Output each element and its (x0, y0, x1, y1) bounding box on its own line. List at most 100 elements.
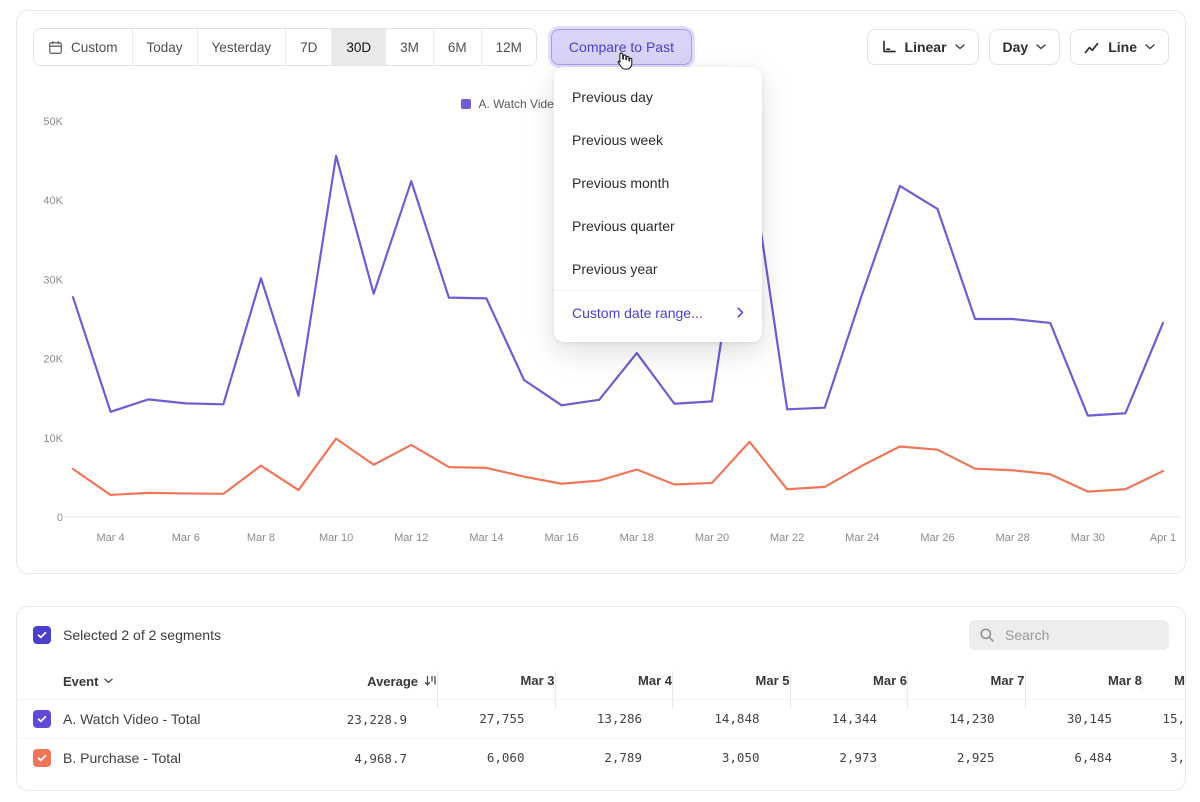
date-range-30d[interactable]: 30D (332, 29, 387, 65)
cell-value: 27,755 (479, 711, 525, 726)
value-cell: 6,484 (995, 749, 1112, 767)
selected-segments-text: Selected 2 of 2 segments (63, 627, 221, 643)
sort-descending-icon (424, 675, 437, 687)
date-range-label: Yesterday (211, 39, 272, 55)
segments-table-card: Selected 2 of 2 segments Event Average M… (16, 606, 1186, 791)
axis-tick-label: Mar 8 (247, 532, 275, 544)
cell-value: 6,484 (1074, 750, 1112, 765)
chevron-down-icon (1036, 44, 1046, 50)
day-dropdown-button[interactable]: Day (988, 29, 1061, 65)
axis-tick-label: 30K (43, 274, 63, 286)
value-cell: 3, (1112, 749, 1185, 767)
date-range-label: 7D (300, 39, 318, 55)
date-range-label: 12M (495, 39, 522, 55)
cell-value: 2,789 (604, 750, 642, 765)
axis-scale-icon (881, 40, 897, 55)
date-range-group: Custom Today Yesterday 7D 30D 3M 6M 12M (33, 28, 537, 66)
event-label: B. Purchase - Total (63, 750, 182, 766)
chevron-down-icon (954, 44, 965, 50)
axis-tick-label: Mar 30 (1071, 532, 1105, 544)
compare-to-past-menu: Previous day Previous week Previous month P… (554, 67, 762, 342)
date-header-cell: Mar 8 (1024, 671, 1142, 709)
value-cell: 2,973 (760, 749, 877, 767)
date-range-today[interactable]: Today (132, 29, 198, 65)
chart-controls: Linear Day Line (866, 29, 1169, 65)
axis-tick-label: 40K (43, 195, 63, 207)
date-header-cell: Mar 6 (789, 671, 907, 709)
compare-to-past-button[interactable]: Compare to Past (550, 29, 692, 65)
table-row[interactable]: A. Watch Video - Total 23,228.9 27,755 13,2… (17, 699, 1185, 738)
value-cell: 14,344 (760, 710, 877, 728)
value-cell: 27,755 (407, 710, 525, 728)
date-header-label: Mar 7 (990, 673, 1025, 688)
search-icon (979, 627, 995, 643)
value-cell: 3,050 (642, 749, 760, 767)
average-cell: 23,228.9 (303, 712, 407, 727)
series-line (71, 437, 1165, 497)
row-checkbox[interactable] (33, 710, 51, 728)
date-range-12m[interactable]: 12M (481, 29, 536, 65)
linear-dropdown-button[interactable]: Linear (866, 29, 979, 65)
chevron-down-icon (104, 678, 114, 684)
date-range-3m[interactable]: 3M (386, 29, 434, 65)
event-cell: B. Purchase - Total (17, 749, 303, 767)
menu-item-previous-week[interactable]: Previous week (572, 131, 664, 148)
chevron-down-icon (1145, 44, 1155, 50)
date-range-label: Custom (71, 39, 118, 55)
axis-tick-label: Mar 14 (469, 532, 503, 544)
date-header-label: Mar 6 (873, 673, 907, 688)
search-input[interactable] (1003, 626, 1159, 644)
chevron-right-icon (737, 307, 744, 318)
axis-tick-label: 10K (43, 433, 63, 445)
cell-value: 14,230 (949, 711, 995, 726)
axis-tick-label: Mar 12 (394, 532, 428, 544)
cell-value: 14,848 (714, 711, 760, 726)
cell-value: 6,060 (486, 750, 525, 765)
event-header-label: Event (63, 673, 99, 689)
legend-swatch (461, 99, 472, 109)
axis-tick-label: Mar 6 (172, 532, 200, 544)
cell-value: 2,925 (956, 750, 995, 765)
cell-value: 13,286 (596, 711, 642, 726)
average-header-cell[interactable]: Average (333, 674, 437, 689)
average-value: 23,228.9 (346, 711, 407, 727)
event-label: A. Watch Video - Total (63, 711, 201, 727)
event-header-cell[interactable]: Event (17, 674, 333, 689)
date-range-7d[interactable]: 7D (286, 29, 333, 65)
select-all-checkbox[interactable] (33, 626, 51, 644)
table-header-row: Event Average Mar 3 Mar 4 Mar 5 Mar 6 Mar 7 M… (17, 663, 1185, 709)
axis-tick-label: Apr 1 (1150, 532, 1176, 544)
date-range-6m[interactable]: 6M (433, 29, 482, 65)
menu-item-previous-quarter[interactable]: Previous quarter (572, 217, 675, 234)
average-value: 4,968.7 (354, 750, 407, 766)
control-label: Linear (904, 39, 947, 55)
cell-value: 15, (1162, 711, 1185, 726)
date-header-label: Mar 4 (638, 673, 672, 688)
table-row[interactable]: B. Purchase - Total 4,968.7 6,060 2,789 3,05… (17, 738, 1185, 777)
row-checkbox[interactable] (33, 749, 51, 767)
average-header-label: Average (367, 673, 418, 689)
axis-tick-label: Mar 24 (845, 532, 879, 544)
menu-item-previous-month[interactable]: Previous month (572, 174, 670, 191)
axis-tick-label: 50K (43, 116, 63, 128)
value-cell: 14,230 (877, 710, 995, 728)
value-cell: 2,925 (877, 749, 995, 767)
segments-header: Selected 2 of 2 segments (17, 607, 1185, 663)
calendar-icon (48, 40, 63, 55)
line-dropdown-button[interactable]: Line (1070, 29, 1169, 65)
date-header-cell: M (1142, 672, 1185, 690)
chart-card: Custom Today Yesterday 7D 30D 3M 6M 12M Compare… (16, 10, 1186, 574)
control-label: Day (1002, 39, 1029, 55)
axis-tick-label: 0 (57, 512, 63, 524)
value-cell: 13,286 (525, 710, 642, 728)
line-chart-icon (1084, 41, 1100, 54)
menu-item-previous-day[interactable]: Previous day (572, 88, 653, 105)
date-range-label: 30D (346, 39, 372, 55)
axis-tick-label: Mar 20 (695, 532, 729, 544)
menu-item-previous-year[interactable]: Previous year (572, 260, 658, 277)
menu-item-custom-date-range[interactable]: Custom date range... (554, 290, 762, 334)
axis-tick-label: Mar 4 (97, 532, 125, 544)
date-range-yesterday[interactable]: Yesterday (197, 29, 287, 65)
date-range-custom[interactable]: Custom (34, 29, 133, 65)
average-cell: 4,968.7 (303, 751, 407, 766)
